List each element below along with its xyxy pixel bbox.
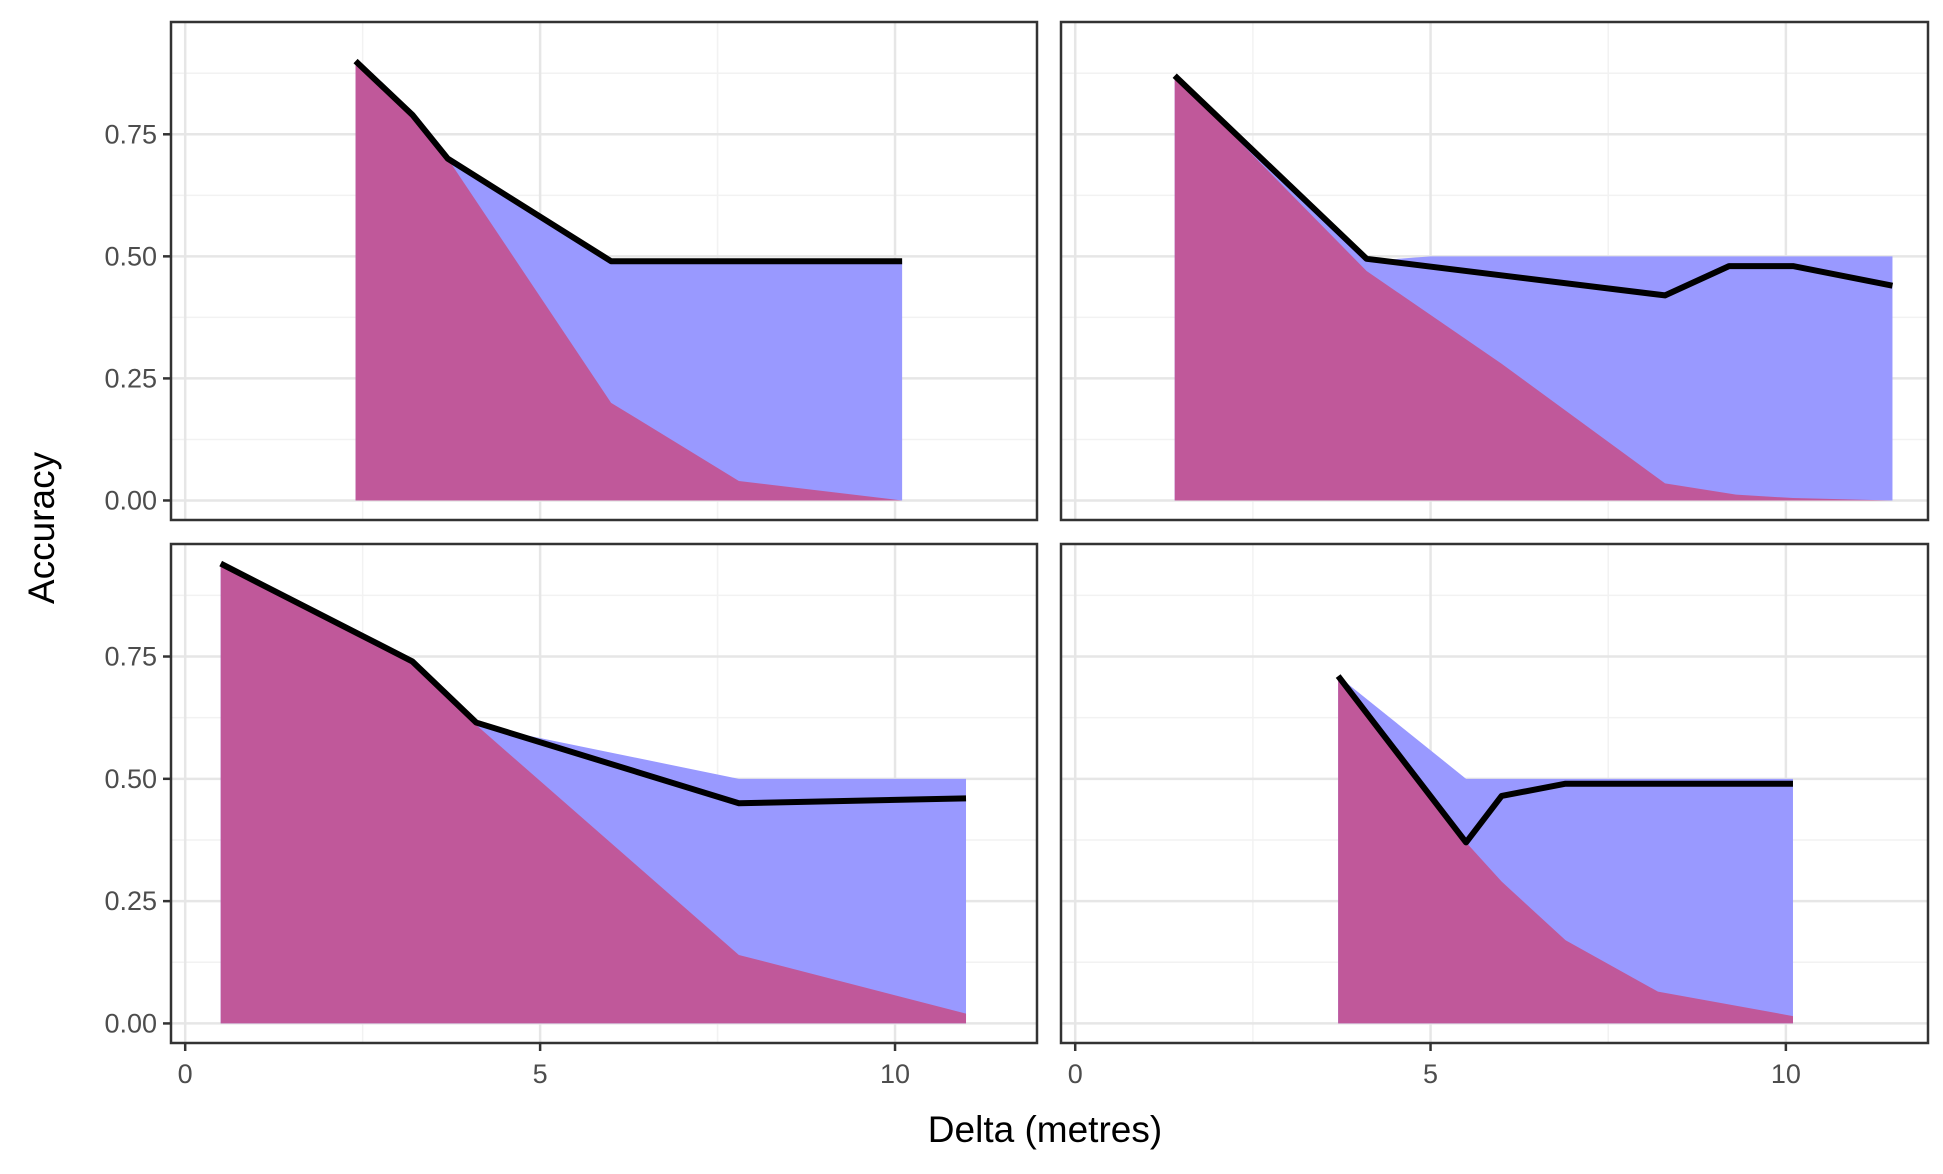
x-tick-label: 5 xyxy=(1423,1059,1438,1089)
lower-area xyxy=(220,563,967,1024)
y-axis-title: Accuracy xyxy=(21,451,62,604)
y-tick-label: 0.00 xyxy=(104,1008,157,1038)
y-tick-label: 0.00 xyxy=(104,485,157,515)
accuracy-line xyxy=(219,560,967,807)
panel-top-right xyxy=(1059,20,1930,522)
y-tick-label: 0.75 xyxy=(104,119,157,149)
accuracy-line xyxy=(353,58,903,265)
x-tick-label: 10 xyxy=(1771,1059,1801,1089)
panel-border xyxy=(1059,542,1930,1045)
panel-bottom-right: 0 5 10 xyxy=(1059,542,1930,1089)
panels: 0.00 0.25 0.50 0.75 0.00 0.25 0.50 0.75 0 5 10 0 5 10 xyxy=(104,20,1930,1089)
y-tick-label: 0.50 xyxy=(104,764,157,794)
lower-area xyxy=(1174,75,1893,501)
x-axis-title: Delta (metres) xyxy=(928,1109,1162,1150)
x-tick-label: 5 xyxy=(533,1059,548,1089)
lower-area xyxy=(355,61,903,501)
y-tick-label: 0.25 xyxy=(104,363,157,393)
x-tick-label: 0 xyxy=(178,1059,193,1089)
accuracy-line xyxy=(1335,674,1793,846)
x-tick-label: 0 xyxy=(1068,1059,1083,1089)
y-tick-label: 0.25 xyxy=(104,886,157,916)
panel-top-left: 0.00 0.25 0.50 0.75 xyxy=(104,20,1039,522)
panel-border xyxy=(1059,20,1930,522)
lower-area xyxy=(1338,676,1793,1024)
accuracy-line xyxy=(1172,73,1894,299)
y-tick-label: 0.50 xyxy=(104,241,157,271)
panel-border xyxy=(169,20,1039,522)
panel-border xyxy=(169,542,1039,1045)
x-tick-label: 10 xyxy=(880,1059,910,1089)
panel-bottom-left: 0.00 0.25 0.50 0.75 0 5 10 xyxy=(104,542,1039,1089)
y-tick-label: 0.75 xyxy=(104,642,157,672)
